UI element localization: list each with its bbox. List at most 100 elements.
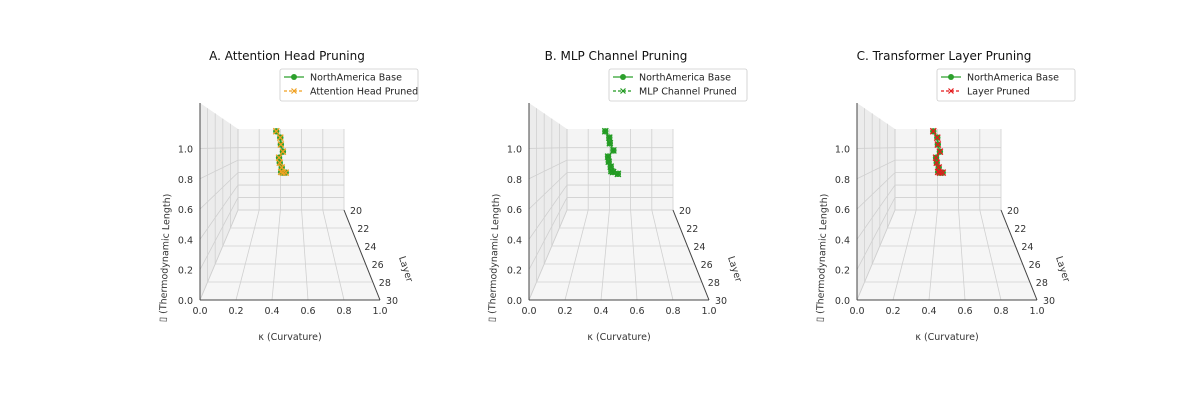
legend-pruned-marker <box>948 88 954 94</box>
kappa-tick-label: 0.8 <box>665 306 680 317</box>
pruned-marker-stroke <box>272 127 280 135</box>
layer-axis-label: Layer <box>725 255 744 284</box>
layer-axis-line <box>672 209 710 301</box>
layer-tick-label: 26 <box>1029 260 1041 271</box>
legend: NorthAmerica Base MLP Channel Pruned <box>608 68 748 102</box>
pruned-point <box>604 153 612 161</box>
pruned-point <box>934 141 942 148</box>
kappa-axis-label: κ (Curvature) <box>915 332 978 343</box>
layer-tick-label: 20 <box>350 206 362 217</box>
legend-pruned-label: MLP Channel Pruned <box>639 87 737 98</box>
layer-tick-label: 24 <box>364 242 376 253</box>
layer-tick-label: 20 <box>1007 206 1019 217</box>
axis-lines <box>856 103 1038 301</box>
length-tick-label: 0.2 <box>835 266 850 277</box>
pruned-point <box>278 164 286 171</box>
layer-tick-label: 24 <box>1021 242 1033 253</box>
layer-tick-label: 30 <box>386 296 398 307</box>
length-tick-label: 0.8 <box>507 175 522 186</box>
grid-line <box>199 209 344 301</box>
length-tick-label: 0.6 <box>507 205 522 216</box>
kappa-tick-label: 0.2 <box>557 306 572 317</box>
layer-axis-line <box>1000 209 1038 301</box>
pruned-point <box>606 139 614 147</box>
grid-line <box>856 159 1001 180</box>
pruned-marker-stroke <box>607 163 615 171</box>
legend-pruned-label: Attention Head Pruned <box>310 87 418 98</box>
pruned-marker-stroke <box>279 148 287 156</box>
layer-tick-label: 28 <box>708 278 720 289</box>
kappa-tick-label: 1.0 <box>1029 306 1044 317</box>
layer-tick-label: 22 <box>1014 224 1026 235</box>
kappa-tick-label: 0.4 <box>921 306 936 317</box>
pruned-marker-stroke <box>604 153 612 161</box>
length-tick-label: 0.0 <box>507 296 522 307</box>
floor-pane <box>200 210 380 300</box>
grid-line <box>528 147 673 149</box>
kappa-tick-label: 0.0 <box>192 306 207 317</box>
pruned-point <box>936 148 944 156</box>
length-axis-label: ▯ (Thermodynamic Length) <box>487 193 502 322</box>
legend-base-marker <box>291 74 297 80</box>
length-tick-label: 0.6 <box>178 205 193 216</box>
grid-line <box>856 209 1001 301</box>
kappa-tick-label: 0.4 <box>593 306 608 317</box>
length-tick-label: 0.8 <box>178 175 193 186</box>
pruned-marker-stroke <box>935 164 943 171</box>
chart-panel-1: 0.0 0.2 0.4 0.6 0.8 1.0 20 22 24 26 28 30 0.0 0.2 0.4 0… <box>158 49 419 343</box>
chart-panel-2: 0.0 0.2 0.4 0.6 0.8 1.0 20 22 24 26 28 30 0.0 0.2 0.4 0… <box>487 49 748 343</box>
layer-tick-label: 20 <box>679 206 691 217</box>
length-tick-label: 0.0 <box>835 296 850 307</box>
pruned-marker-stroke <box>936 148 944 156</box>
grid-line <box>199 172 344 210</box>
pruned-point <box>929 127 937 135</box>
length-tick-label: 0.4 <box>507 235 522 246</box>
left-wall <box>529 103 567 300</box>
grid-line <box>528 159 673 180</box>
grid-line <box>856 197 1001 270</box>
left-wall <box>857 103 895 300</box>
pruned-marker-stroke <box>276 134 284 142</box>
legend-base-label: NorthAmerica Base <box>639 73 731 84</box>
pruned-marker-stroke <box>605 134 613 142</box>
left-wall <box>200 103 238 300</box>
layer-tick-label: 30 <box>1043 296 1055 307</box>
grid-line <box>856 147 1001 149</box>
length-axis-label: ▯ (Thermodynamic Length) <box>158 193 173 322</box>
axis-lines <box>199 103 381 301</box>
layer-tick-label: 26 <box>701 260 713 271</box>
layer-tick-label: 22 <box>357 224 369 235</box>
grid-line <box>199 159 344 180</box>
chart-title: B. MLP Channel Pruning <box>545 49 688 63</box>
grid-line <box>199 184 344 240</box>
pruned-point <box>277 141 285 148</box>
legend-box <box>279 68 419 102</box>
length-tick-label: 1.0 <box>835 144 850 155</box>
chart-title: C. Transformer Layer Pruning <box>857 49 1032 63</box>
pruned-point <box>936 169 944 177</box>
kappa-tick-label: 0.0 <box>849 306 864 317</box>
kappa-tick-label: 0.8 <box>993 306 1008 317</box>
pruned-point <box>276 134 284 142</box>
layer-axis-label: Layer <box>396 255 415 284</box>
pruned-marker-stroke <box>929 127 937 135</box>
legend-base-label: NorthAmerica Base <box>310 73 402 84</box>
pruned-marker-stroke <box>278 164 286 171</box>
legend-box <box>936 68 1076 102</box>
kappa-tick-label: 0.2 <box>885 306 900 317</box>
legend: NorthAmerica Base Layer Pruned <box>936 68 1076 102</box>
grid-line <box>528 209 673 301</box>
kappa-tick-label: 0.6 <box>957 306 972 317</box>
floor-pane <box>857 210 1037 300</box>
layer-axis-line <box>343 209 381 301</box>
grid-line <box>199 197 344 270</box>
back-wall <box>567 129 673 210</box>
legend-marker-stroke <box>620 88 626 94</box>
pruned-marker-stroke <box>934 141 942 148</box>
pruned-marker-stroke <box>609 147 617 154</box>
legend-base-marker <box>948 74 954 80</box>
length-tick-label: 0.8 <box>835 175 850 186</box>
pruned-marker-stroke <box>277 168 285 176</box>
